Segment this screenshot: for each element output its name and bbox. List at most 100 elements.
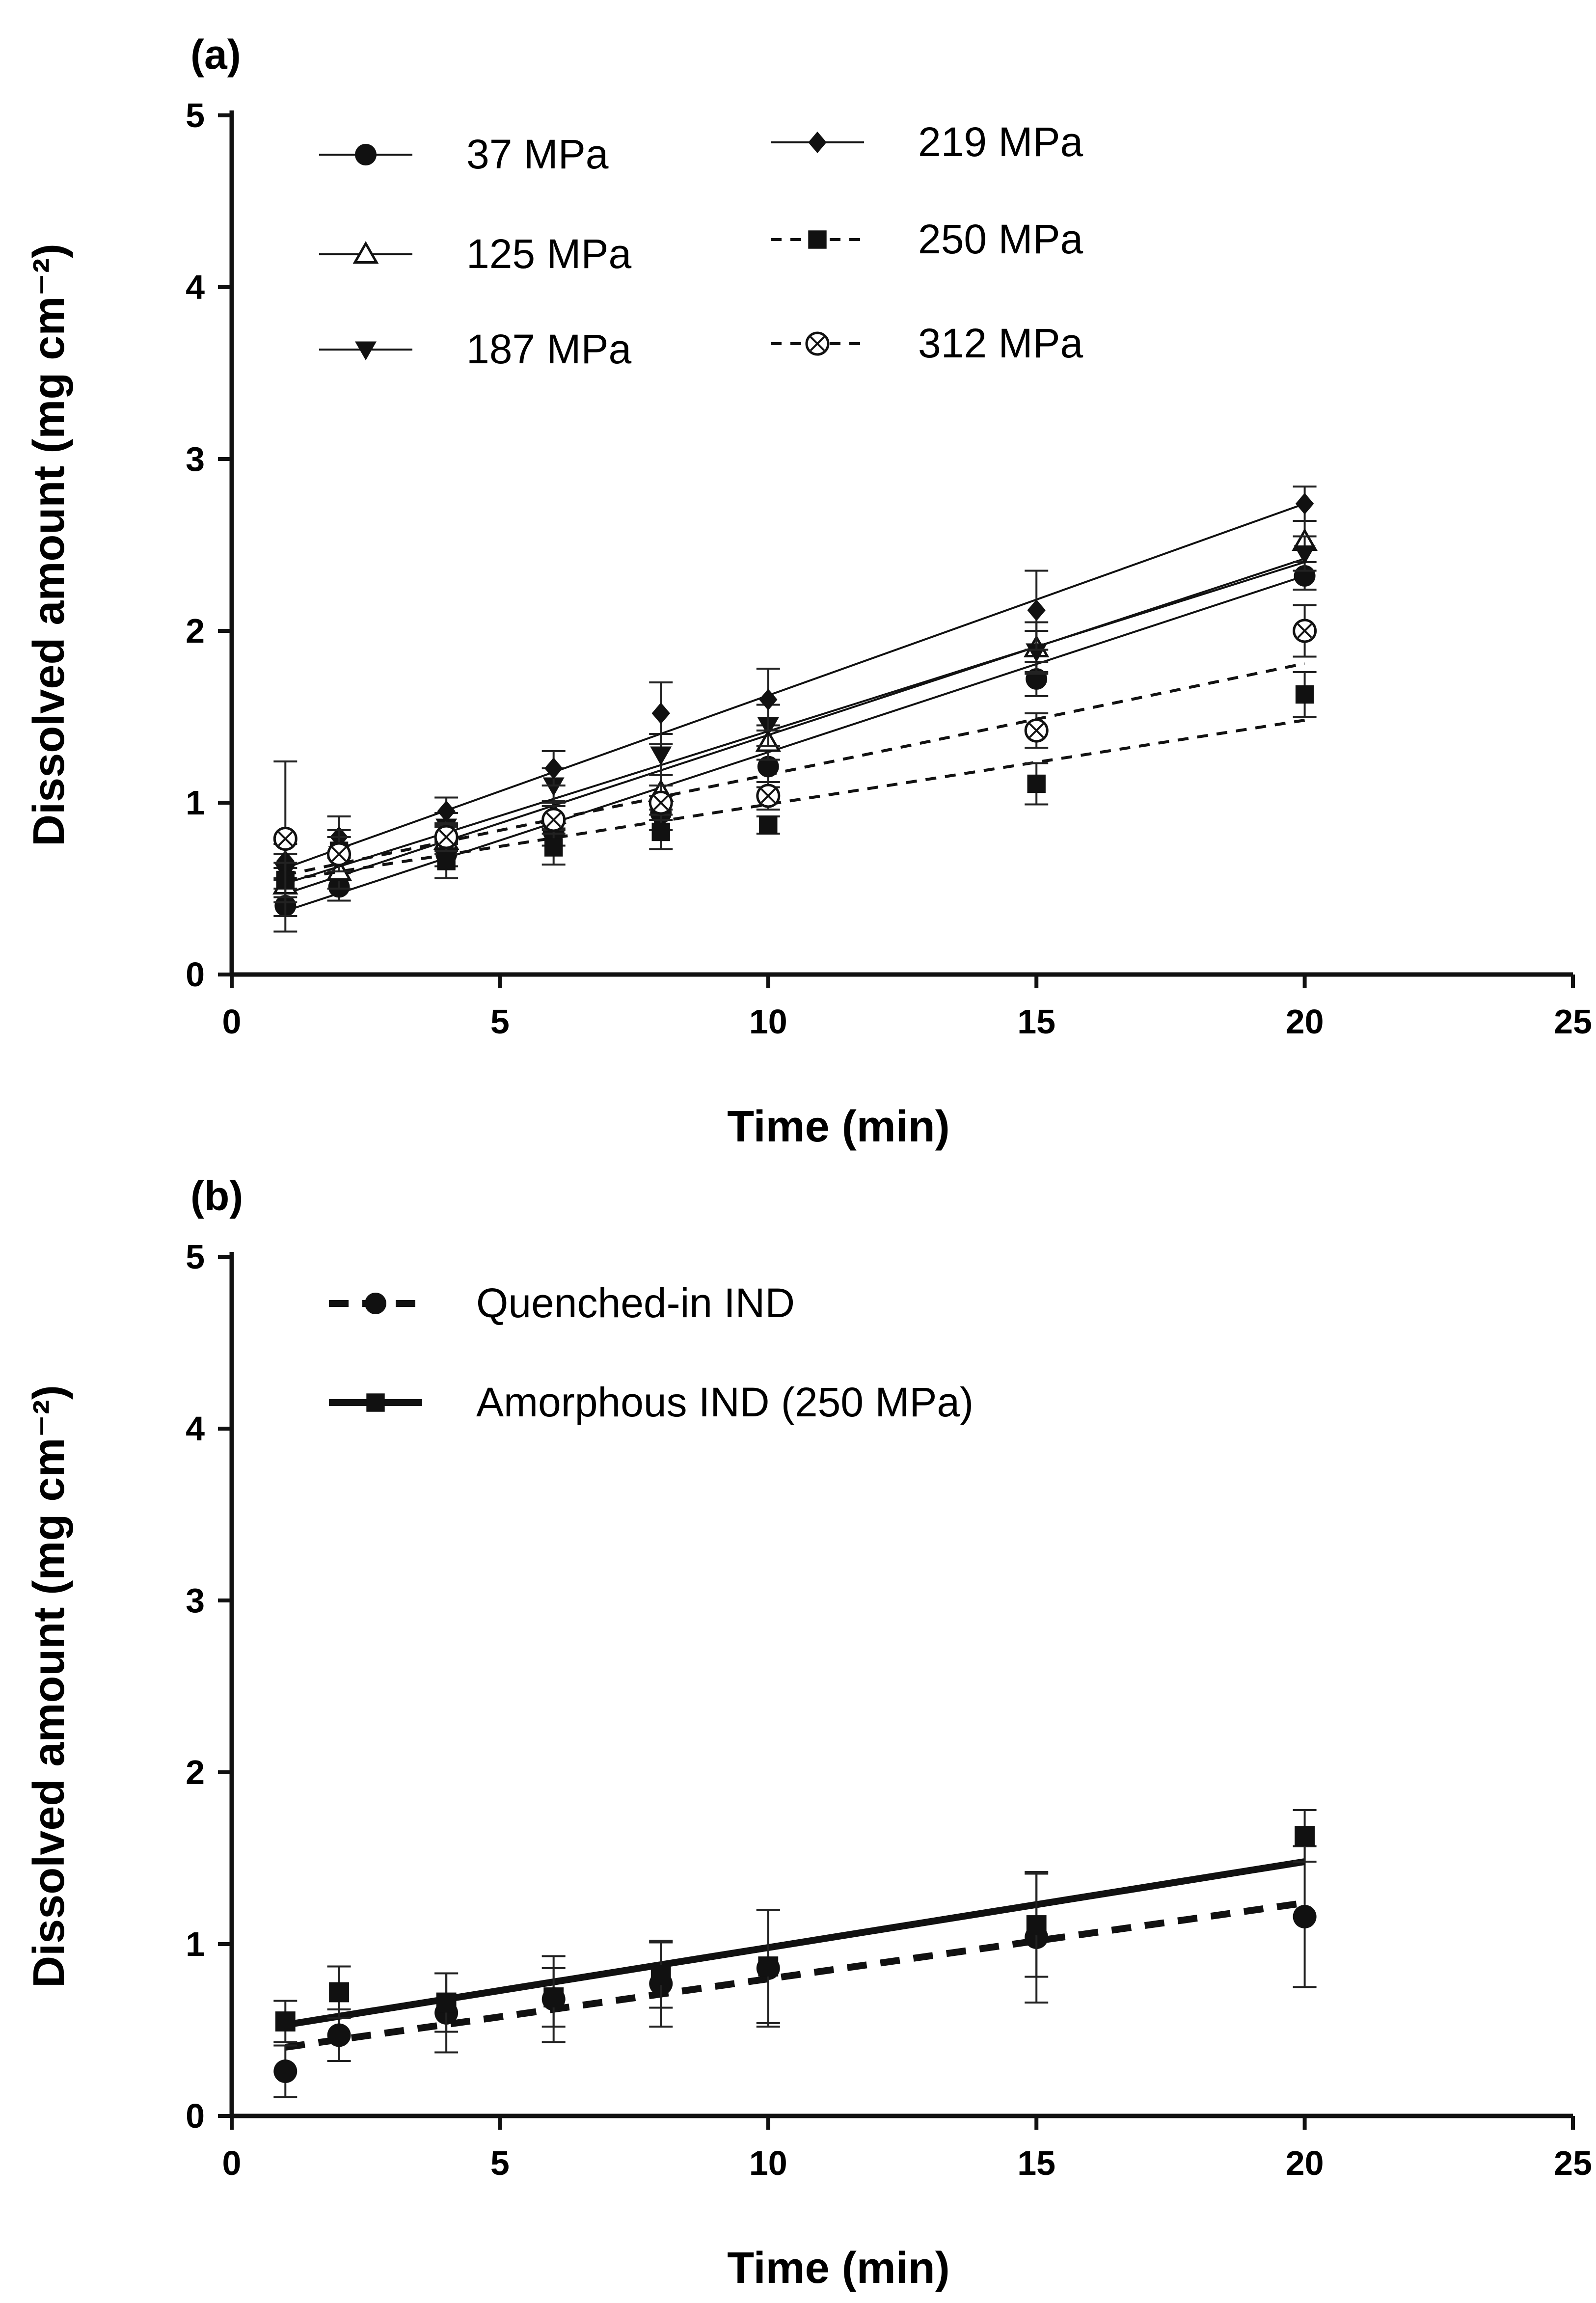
y-tick-label: 5	[186, 96, 205, 135]
y-tick-label: 3	[186, 440, 205, 478]
chart-panel-b: (b) 0 5 10 15 20 25 0 1 2 3 4 5 Time (min) Dissolved a…	[25, 1173, 1592, 2293]
legend-marker	[808, 230, 827, 249]
x-tick-label: 25	[1554, 1002, 1592, 1041]
legend-entry: Quenched-in IND	[329, 1280, 795, 1326]
data-point	[327, 842, 352, 867]
legend-entry: 312 MPa	[771, 320, 1083, 366]
data-point	[1293, 619, 1317, 643]
data-point	[544, 838, 563, 857]
data-point	[273, 2059, 298, 2083]
data-point	[649, 790, 673, 815]
data-point	[1294, 545, 1316, 565]
legend-label: 187 MPa	[466, 326, 631, 372]
y-axis-title: Dissolved amount (mg cm⁻²)	[25, 1385, 74, 1988]
series-3	[273, 486, 1317, 879]
data-point	[436, 1992, 457, 2013]
legend-label: Amorphous IND (250 MPa)	[476, 1379, 974, 1425]
y-tick-label: 2	[186, 612, 205, 650]
y-axis-title: Dissolved amount (mg cm⁻²)	[25, 244, 74, 846]
x-tick-label: 20	[1286, 2144, 1324, 2182]
legend-label: 37 MPa	[466, 131, 609, 177]
data-point	[437, 852, 456, 870]
x-tick-label: 5	[490, 2144, 510, 2182]
data-point	[1295, 685, 1314, 704]
y-tick-label: 0	[186, 955, 205, 994]
x-tick-label: 5	[490, 1002, 510, 1041]
legend-marker	[365, 1293, 386, 1314]
data-point	[437, 800, 456, 822]
legend-label: 125 MPa	[466, 231, 631, 277]
data-point	[1026, 1915, 1047, 1935]
fit-line	[285, 719, 1305, 882]
legend-label: Quenched-in IND	[476, 1280, 795, 1326]
data-point	[434, 825, 459, 849]
data-point	[329, 1982, 349, 2003]
data-point	[1293, 1905, 1317, 1928]
data-point	[543, 1987, 564, 2007]
data-point	[759, 815, 778, 835]
legend-marker	[352, 241, 379, 264]
data-point	[541, 808, 566, 832]
legend-marker	[808, 132, 827, 153]
panel-label: (b)	[190, 1173, 243, 1219]
data-point	[544, 758, 563, 779]
panel-label: (a)	[190, 31, 241, 78]
y-tick-label: 4	[186, 1409, 205, 1448]
series-0	[273, 561, 1317, 933]
series-1	[273, 1809, 1317, 2043]
legend-marker	[355, 144, 377, 165]
data-point	[759, 689, 778, 710]
x-tick-label: 0	[222, 1002, 242, 1041]
y-tick-label: 0	[186, 2097, 205, 2135]
y-tick-label: 1	[186, 1925, 205, 1963]
x-tick-label: 10	[749, 2144, 787, 2182]
y-tick-label: 2	[186, 1753, 205, 1791]
data-point	[758, 1956, 779, 1977]
legend-marker	[366, 1393, 385, 1412]
x-tick-label: 15	[1017, 2144, 1055, 2182]
data-point	[651, 703, 670, 724]
x-tick-label: 25	[1554, 2144, 1592, 2182]
data-point	[756, 784, 781, 808]
data-point	[650, 1965, 671, 1985]
data-point	[275, 2011, 296, 2032]
legend-marker	[805, 331, 830, 356]
legend: 37 MPa 125 MPa 187 MPa 219 MPa 250 MPa 312 MP…	[319, 119, 1083, 372]
chart-panel-a: (a) 0 5 10 15 20 25 0 1 2 3 4 5 Time (min) Dissolved a…	[25, 31, 1592, 1151]
legend-entry: 219 MPa	[771, 119, 1083, 165]
data-point	[273, 827, 298, 851]
data-point	[1026, 643, 1048, 662]
data-point	[327, 2023, 351, 2047]
legend-entry: 250 MPa	[771, 216, 1083, 262]
x-tick-label: 0	[222, 2144, 242, 2182]
x-axis-title: Time (min)	[727, 1102, 949, 1151]
data-point	[1295, 1826, 1315, 1846]
legend: Quenched-in IND Amorphous IND (250 MPa)	[329, 1280, 974, 1425]
legend-entry: Amorphous IND (250 MPa)	[329, 1379, 974, 1425]
x-tick-label: 10	[749, 1002, 787, 1041]
x-axis-title: Time (min)	[727, 2244, 949, 2293]
data-point	[1027, 599, 1046, 621]
data-point	[1295, 493, 1314, 515]
legend-marker	[355, 341, 377, 360]
fit-line	[285, 503, 1305, 869]
data-point	[650, 746, 672, 765]
series-5	[273, 604, 1317, 917]
data-point	[1027, 774, 1046, 793]
x-tick-label: 20	[1286, 1002, 1324, 1041]
fit-line	[285, 1899, 1305, 2051]
legend-entry: 125 MPa	[319, 231, 631, 277]
fit-line	[285, 662, 1305, 876]
x-tick-label: 15	[1017, 1002, 1055, 1041]
data-point	[651, 822, 670, 841]
y-tick-label: 4	[186, 268, 205, 306]
legend-label: 250 MPa	[918, 216, 1083, 262]
y-tick-label: 1	[186, 784, 205, 822]
legend-label: 312 MPa	[918, 320, 1083, 366]
data-point	[1024, 718, 1049, 743]
series-2	[273, 535, 1317, 890]
data-point	[542, 777, 565, 796]
y-tick-label: 3	[186, 1581, 205, 1620]
legend-label: 219 MPa	[918, 119, 1083, 165]
